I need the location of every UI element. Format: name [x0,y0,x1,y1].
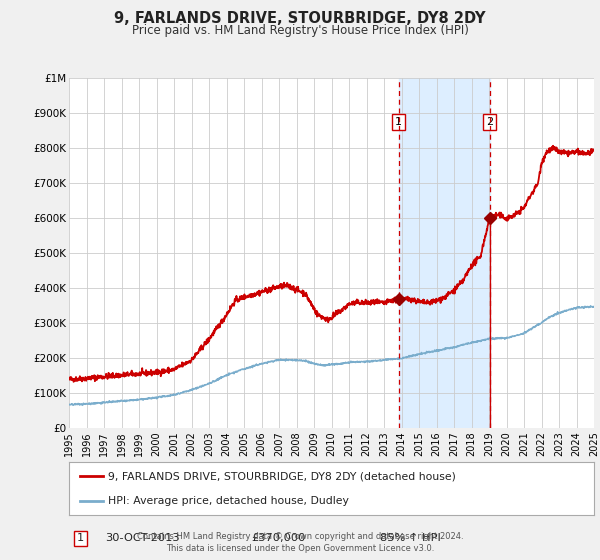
Text: HPI: Average price, detached house, Dudley: HPI: Average price, detached house, Dudl… [109,496,349,506]
Text: 30-OCT-2013: 30-OCT-2013 [105,533,180,543]
Text: 2: 2 [486,117,493,127]
Text: Contains HM Land Registry data © Crown copyright and database right 2024.
This d: Contains HM Land Registry data © Crown c… [137,533,463,553]
Text: £370,000: £370,000 [252,533,306,543]
Text: 9, FARLANDS DRIVE, STOURBRIDGE, DY8 2DY: 9, FARLANDS DRIVE, STOURBRIDGE, DY8 2DY [114,11,486,26]
Text: 1: 1 [395,117,402,127]
Bar [398,78,490,428]
Text: 85% ↑ HPI: 85% ↑ HPI [380,533,440,543]
Text: Price paid vs. HM Land Registry's House Price Index (HPI): Price paid vs. HM Land Registry's House … [131,24,469,36]
Text: 1: 1 [77,533,84,543]
Text: 9, FARLANDS DRIVE, STOURBRIDGE, DY8 2DY (detached house): 9, FARLANDS DRIVE, STOURBRIDGE, DY8 2DY … [109,472,456,482]
